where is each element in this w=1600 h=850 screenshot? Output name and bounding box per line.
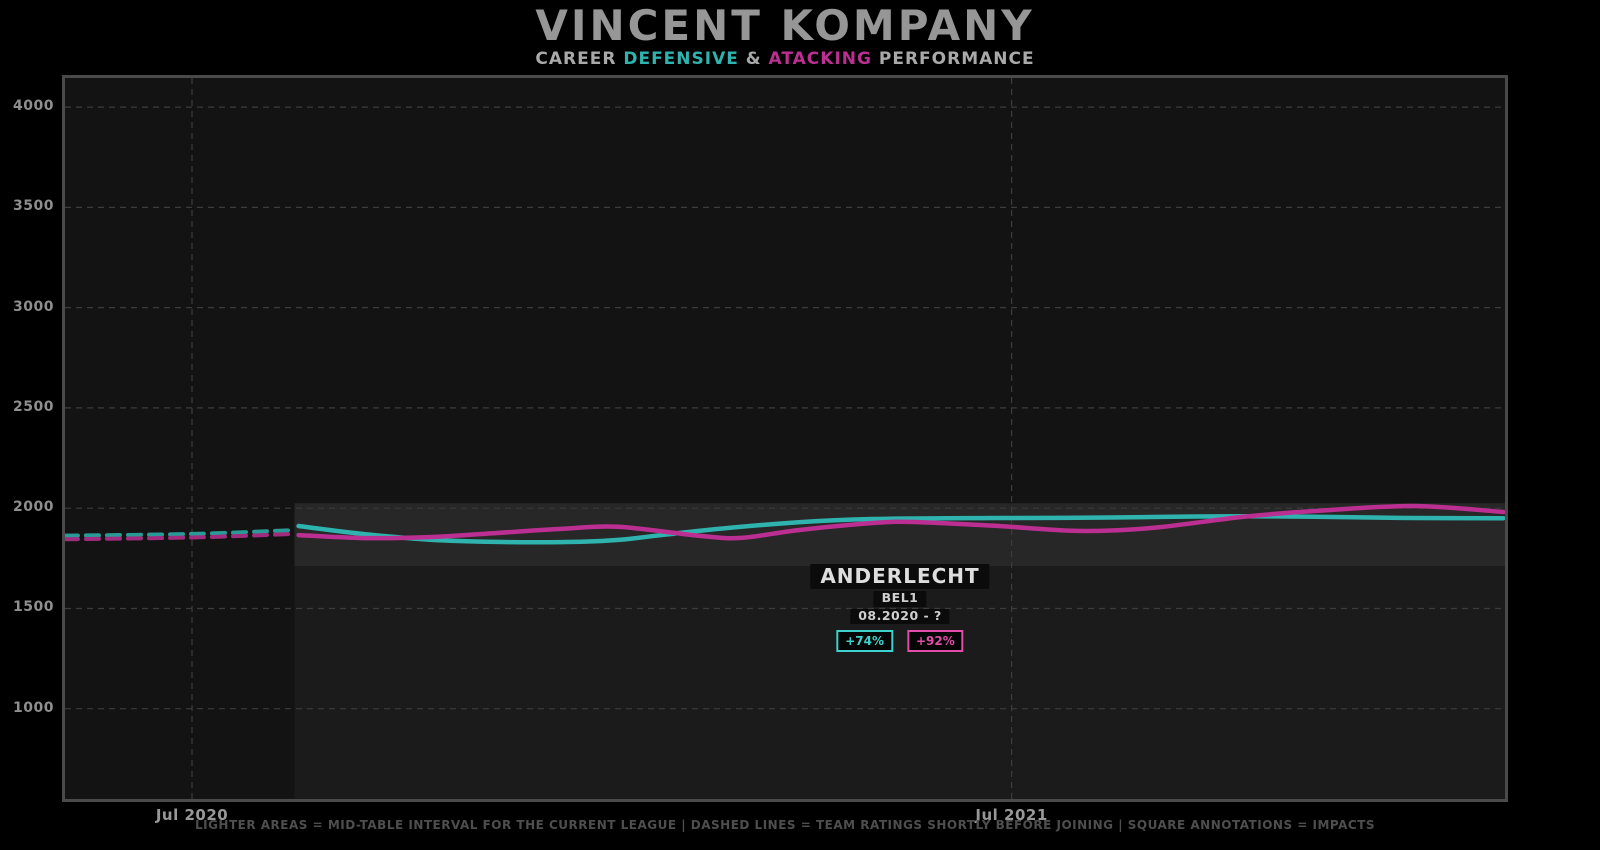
page-title: VINCENT KOMPANY xyxy=(535,1,1035,50)
defensive-impact-badge: +74% xyxy=(836,630,893,652)
atacking-impact-badge: +92% xyxy=(906,630,964,652)
series-atacking-pre-join-line xyxy=(65,532,293,542)
legend-footnote: LIGHTER AREAS = MID-TABLE INTERVAL FOR T… xyxy=(194,818,1376,832)
team-name: ANDERLECHT xyxy=(810,564,990,589)
series-defensive-line xyxy=(296,513,1505,545)
subtitle-performance-text: PERFORMANCE xyxy=(871,49,1035,70)
y-axis-tick-label: 3000 xyxy=(13,298,54,315)
y-axis-tick-label: 1000 xyxy=(13,699,54,716)
subtitle-defensive-text: DEFENSIVE xyxy=(623,49,739,70)
y-axis-tick-label: 4000 xyxy=(13,98,54,115)
period-label: 08.2020 - ? xyxy=(850,608,950,624)
league-label: BEL1 xyxy=(873,591,927,607)
y-axis-tick-label: 1500 xyxy=(13,599,54,616)
y-axis-tick-label: 2500 xyxy=(13,398,54,415)
subtitle-atacking-text: ATACKING xyxy=(768,49,872,70)
series-atacking-line xyxy=(296,503,1505,541)
subtitle-ampersand-text: & xyxy=(738,49,769,70)
chart-subtitle: CAREER DEFENSIVE & ATACKING PERFORMANCE xyxy=(62,49,1508,69)
chart-header: VINCENT KOMPANY CAREER DEFENSIVE & ATACK… xyxy=(62,0,1508,69)
x-axis-tick-label: Jul 2020 xyxy=(155,806,229,824)
impact-badges: +74% +92% xyxy=(810,630,989,652)
team-annotation: ANDERLECHT BEL1 08.2020 - ? +74% +92% xyxy=(810,564,990,652)
plot-area xyxy=(62,75,1508,802)
y-axis-tick-label: 3500 xyxy=(13,198,54,215)
series-defensive-pre-join-line xyxy=(65,528,293,538)
y-axis-tick-label: 2000 xyxy=(13,499,54,516)
x-axis-tick-label: Jul 2021 xyxy=(975,806,1048,824)
subtitle-career-text: CAREER xyxy=(535,49,624,70)
performance-line-chart xyxy=(65,78,1505,799)
